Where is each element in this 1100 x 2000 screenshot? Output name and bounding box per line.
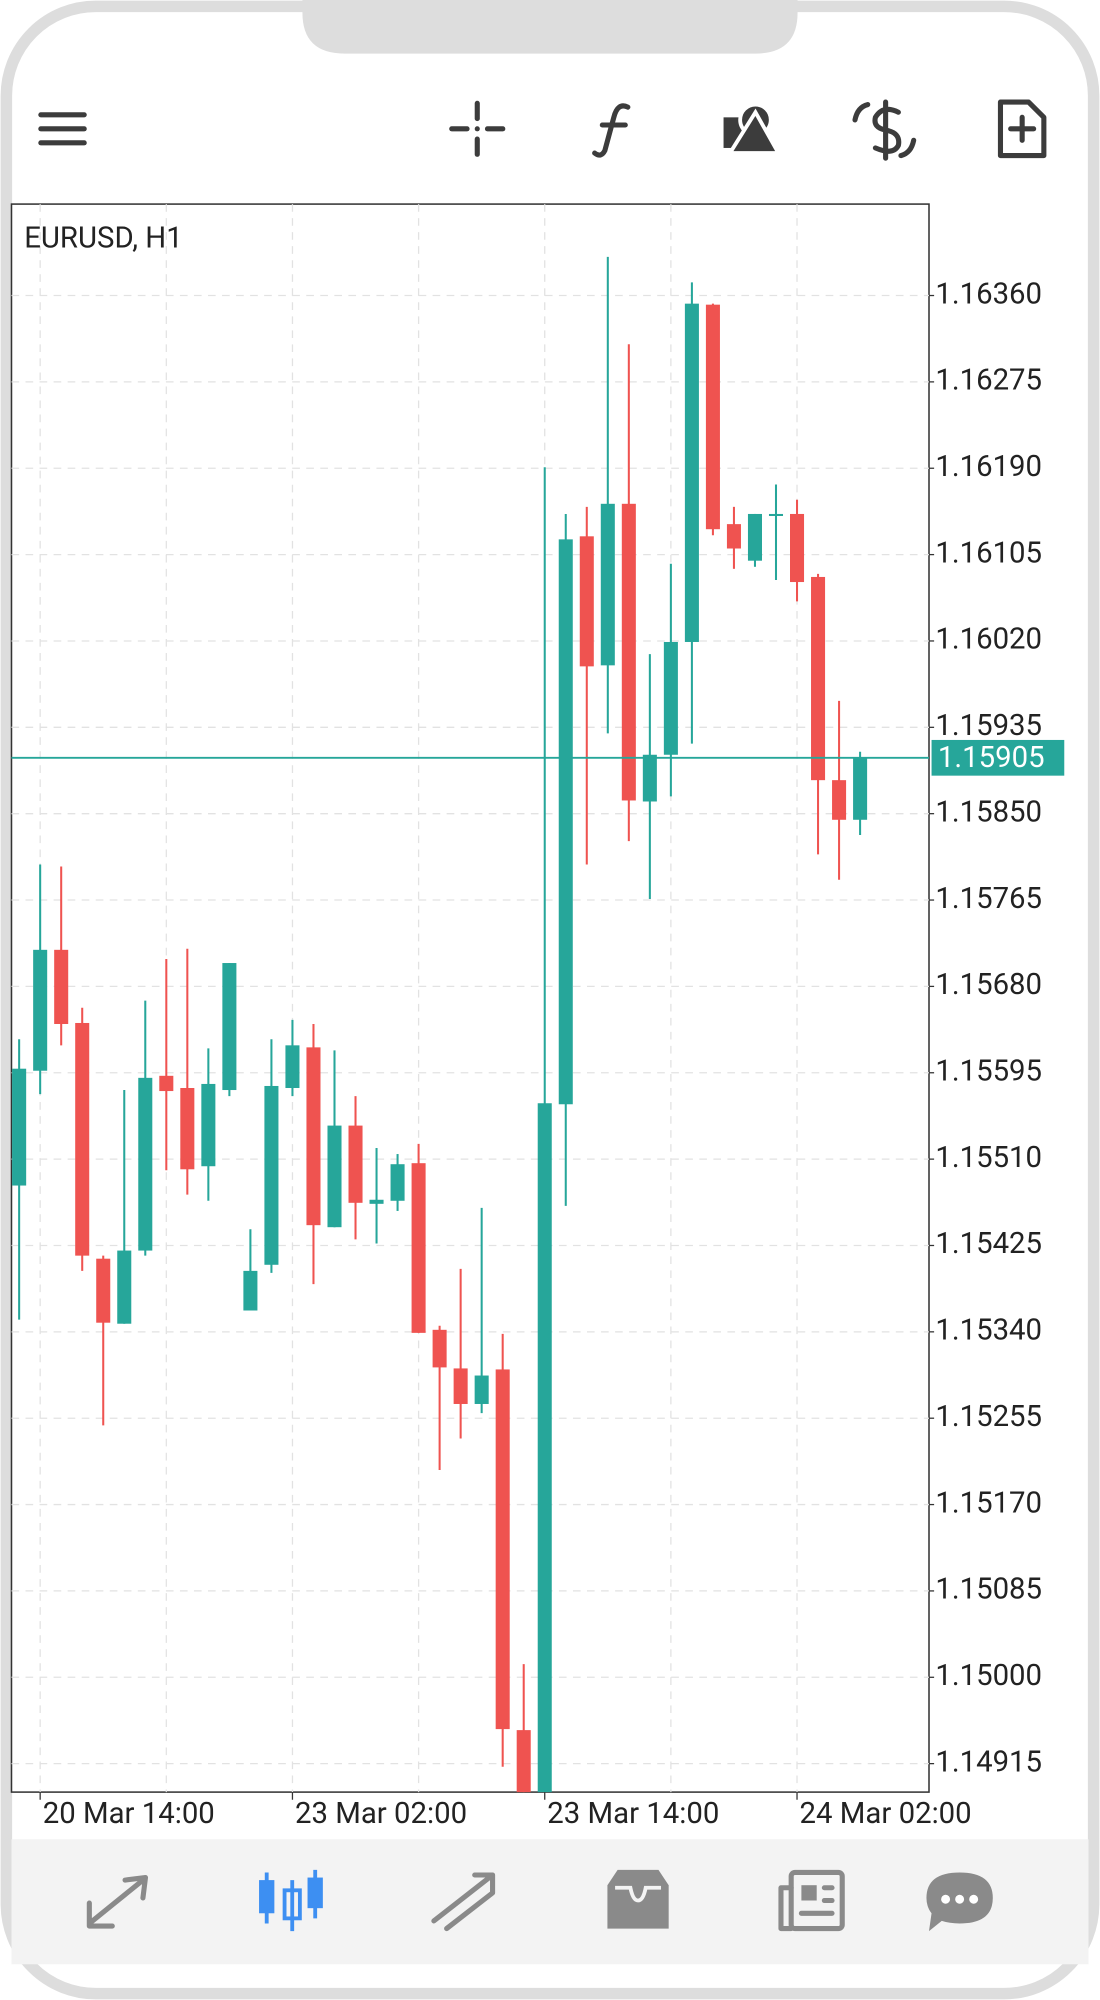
candle-body	[579, 536, 594, 667]
candle-body	[138, 1077, 153, 1251]
candle-body	[54, 949, 69, 1024]
candle-body	[558, 539, 573, 1105]
candle-body	[705, 304, 720, 530]
candle-body	[159, 1075, 174, 1092]
y-tick-label: 1.15425	[935, 1227, 1042, 1261]
y-tick-label: 1.15765	[935, 882, 1042, 916]
candle-body	[768, 513, 784, 516]
candle-body	[663, 641, 678, 755]
x-tick-label: 24 Mar 02:00	[800, 1797, 972, 1831]
current-price-label: 1.15905	[938, 741, 1045, 775]
news-tab[interactable]	[778, 1869, 845, 1932]
candle-body	[369, 1199, 384, 1204]
candle-body	[12, 1068, 27, 1186]
candle-body	[285, 1045, 300, 1089]
y-tick-label: 1.15850	[935, 795, 1042, 829]
candle-body	[642, 754, 657, 802]
y-tick-label: 1.15680	[935, 968, 1042, 1002]
x-tick-label: 23 Mar 02:00	[295, 1797, 467, 1831]
chart-title: EURUSD, H1	[24, 222, 182, 256]
x-tick-label: 20 Mar 14:00	[43, 1797, 215, 1831]
candle-body	[243, 1270, 258, 1311]
history-tab[interactable]	[607, 1869, 669, 1929]
candle-body	[33, 949, 48, 1071]
candle-body	[411, 1163, 426, 1333]
objects-button[interactable]	[723, 102, 782, 155]
x-tick-label: 23 Mar 14:00	[547, 1797, 719, 1831]
y-tick-label: 1.16105	[935, 536, 1042, 570]
y-tick-label: 1.15340	[935, 1314, 1042, 1348]
menu-button[interactable]	[38, 112, 87, 146]
candle-body	[832, 780, 847, 820]
crosshair-button[interactable]	[449, 100, 506, 157]
bottom-bar	[11, 1839, 1089, 1965]
axes: 1.16360 1.16275 1.16190 1.16105 1.16020 1.159…	[11, 277, 1065, 1831]
chart-tab[interactable]	[259, 1869, 323, 1932]
notch	[302, 0, 798, 54]
y-tick-label: 1.15255	[935, 1400, 1042, 1434]
candle-body	[264, 1085, 279, 1265]
candle-body	[306, 1047, 321, 1226]
candle-body	[75, 1022, 90, 1256]
candles	[12, 256, 868, 1793]
candle-body	[348, 1125, 363, 1203]
candle-body	[516, 1730, 531, 1793]
candle-body	[180, 1088, 195, 1170]
y-tick-label: 1.16275	[935, 364, 1042, 398]
indicators-button[interactable]	[592, 103, 631, 158]
y-tick-label: 1.14915	[935, 1745, 1042, 1779]
candle-body	[621, 503, 636, 801]
candle-body	[432, 1329, 447, 1368]
current-price-box	[931, 739, 1065, 776]
candle-body	[747, 513, 762, 561]
candle-body	[537, 1103, 552, 1793]
candle-body	[600, 503, 615, 666]
candle-body	[96, 1258, 111, 1323]
new-order-button[interactable]	[997, 99, 1047, 159]
candle-body	[495, 1369, 510, 1730]
candle-body	[853, 757, 868, 820]
y-tick-label: 1.15085	[935, 1573, 1042, 1607]
candle-body	[117, 1250, 132, 1324]
candle-body	[811, 576, 826, 781]
candle-body	[222, 963, 237, 1091]
candle-body	[453, 1368, 468, 1404]
chat-tab[interactable]	[926, 1872, 993, 1932]
plot-frame	[10, 203, 930, 1793]
y-tick-label: 1.16190	[935, 450, 1042, 484]
candle-body	[327, 1125, 342, 1228]
y-tick-label: 1.15170	[935, 1486, 1042, 1520]
y-tick-label: 1.15510	[935, 1141, 1042, 1175]
quotes-tab[interactable]	[86, 1874, 149, 1929]
candle-body	[201, 1083, 216, 1167]
y-tick-label: 1.16020	[935, 623, 1042, 657]
candle-body	[390, 1164, 405, 1201]
candle-body	[790, 513, 805, 583]
candle-body	[684, 303, 699, 642]
grid	[11, 204, 930, 1793]
y-tick-label: 1.16360	[935, 277, 1042, 311]
y-tick-label: 1.15935	[935, 709, 1042, 743]
candle-body	[726, 524, 741, 549]
y-tick-label: 1.15000	[935, 1659, 1042, 1693]
candle-body	[474, 1375, 489, 1404]
trade-button[interactable]	[852, 99, 917, 161]
y-tick-label: 1.15595	[935, 1055, 1042, 1089]
trade-tab[interactable]	[431, 1872, 496, 1932]
